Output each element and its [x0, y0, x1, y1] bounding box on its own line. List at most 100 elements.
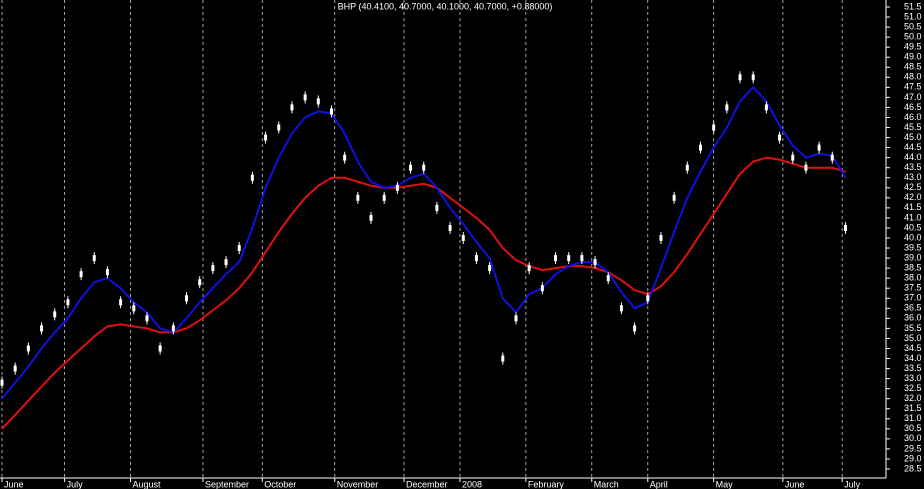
y-tick-label: 41.5	[904, 202, 922, 212]
y-tick-label: 30.5	[904, 423, 922, 433]
x-tick-label: November	[337, 479, 379, 489]
x-tick-label: August	[132, 479, 161, 489]
candle	[593, 259, 597, 266]
candle	[540, 285, 544, 292]
chart-title: BHP (40.4100, 40.7000, 40.1000, 40.7000,…	[338, 1, 553, 11]
candle	[316, 98, 320, 105]
candle	[461, 235, 465, 241]
y-tick-label: 50.5	[904, 21, 922, 31]
x-tick-label: September	[205, 479, 249, 489]
y-tick-label: 35.0	[904, 333, 922, 343]
candle	[778, 134, 782, 141]
y-tick-label: 35.5	[904, 323, 922, 333]
x-tick-label: October	[264, 479, 296, 489]
candle	[764, 104, 768, 111]
candle	[290, 104, 294, 111]
y-tick-label: 47.0	[904, 92, 922, 102]
y-tick-label: 38.5	[904, 263, 922, 273]
candle	[567, 255, 571, 262]
candle	[356, 194, 360, 201]
candle	[554, 255, 558, 262]
y-tick-label: 41.0	[904, 212, 922, 222]
y-tick-label: 51.5	[904, 1, 922, 11]
candle	[198, 279, 202, 286]
y-tick-label: 33.0	[904, 373, 922, 383]
candle	[435, 204, 439, 211]
candle	[119, 299, 123, 306]
x-tick-label: March	[594, 479, 619, 489]
candle	[26, 345, 30, 352]
y-tick-label: 48.0	[904, 72, 922, 82]
y-tick-label: 29.5	[904, 443, 922, 453]
candle	[92, 255, 96, 262]
y-tick-label: 42.5	[904, 182, 922, 192]
candle	[580, 255, 584, 262]
y-tick-label: 31.5	[904, 403, 922, 413]
y-tick-label: 51.0	[904, 11, 922, 21]
candle	[185, 295, 189, 302]
candle	[527, 265, 531, 272]
candle	[725, 104, 729, 111]
candle	[211, 265, 215, 272]
candle	[40, 325, 44, 332]
candle	[132, 305, 136, 312]
y-tick-label: 50.0	[904, 32, 922, 42]
candle	[804, 164, 808, 171]
candle	[79, 271, 83, 278]
y-tick-label: 42.0	[904, 192, 922, 202]
x-tick-label: April	[650, 479, 668, 489]
y-tick-label: 43.0	[904, 172, 922, 182]
candle	[0, 379, 4, 386]
candle	[409, 164, 413, 171]
moving-average	[1, 156, 846, 430]
y-tick-label: 39.0	[904, 252, 922, 262]
candle	[369, 214, 373, 221]
y-tick-label: 46.5	[904, 102, 922, 112]
y-tick-label: 49.0	[904, 52, 922, 62]
candle	[791, 154, 795, 161]
y-tick-label: 43.5	[904, 162, 922, 172]
candle	[105, 269, 109, 276]
y-tick-label: 40.0	[904, 232, 922, 242]
x-tick-label: May	[716, 479, 734, 489]
y-tick-label: 44.0	[904, 152, 922, 162]
candle	[514, 315, 518, 322]
candle	[53, 311, 57, 318]
y-tick-label: 37.5	[904, 283, 922, 293]
y-tick-label: 32.0	[904, 393, 922, 403]
x-tick-label: July	[844, 479, 861, 489]
y-tick-label: 34.0	[904, 353, 922, 363]
candle	[474, 255, 478, 262]
y-tick-label: 40.5	[904, 222, 922, 232]
y-tick-label: 48.5	[904, 62, 922, 72]
y-tick-label: 37.0	[904, 293, 922, 303]
candle	[817, 144, 821, 151]
candle	[501, 355, 505, 362]
y-tick-label: 30.0	[904, 433, 922, 443]
candle	[738, 74, 742, 81]
y-tick-label: 38.0	[904, 273, 922, 283]
x-tick-label: July	[67, 479, 84, 489]
y-tick-label: 34.5	[904, 343, 922, 353]
candle	[633, 325, 637, 332]
y-tick-label: 45.5	[904, 122, 922, 132]
candle	[646, 295, 650, 302]
moving-average	[1, 85, 847, 400]
candle	[488, 265, 492, 272]
y-tick-label: 32.5	[904, 383, 922, 393]
y-tick-label: 46.0	[904, 112, 922, 122]
candle	[751, 74, 755, 81]
candle	[224, 259, 228, 266]
candle	[712, 124, 716, 131]
candle	[171, 325, 175, 332]
y-tick-label: 36.0	[904, 313, 922, 323]
x-tick-label: December	[406, 479, 448, 489]
candle	[343, 154, 347, 161]
candle	[158, 345, 162, 352]
y-tick-label: 39.5	[904, 242, 922, 252]
candle	[277, 124, 281, 131]
candle	[329, 108, 333, 115]
candle	[448, 224, 452, 231]
candle	[250, 174, 254, 181]
